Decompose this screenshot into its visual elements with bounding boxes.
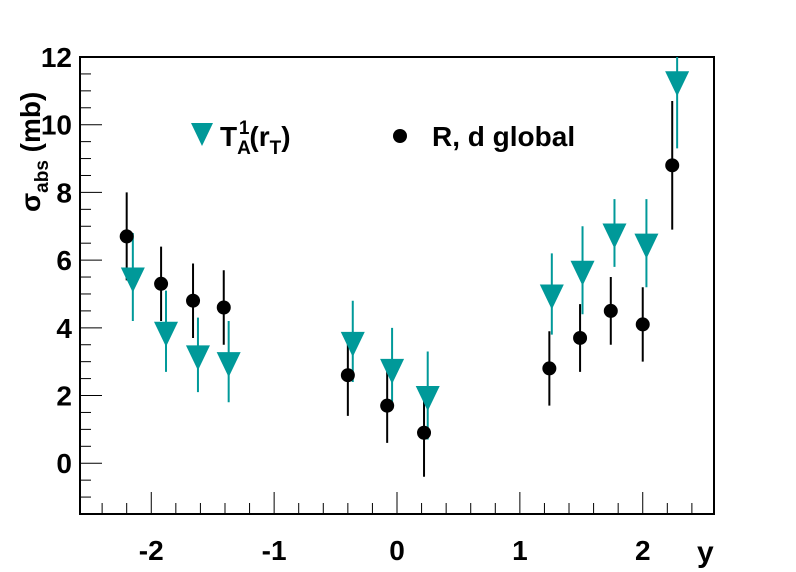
data-point-circle <box>380 398 395 413</box>
data-point-triangle <box>570 260 595 286</box>
data-point-circle <box>417 425 432 440</box>
legend-label-r-d-global: R, d global <box>432 121 575 152</box>
data-point-circle <box>542 361 557 376</box>
data-point-circle <box>340 368 355 383</box>
data-point-triangle <box>415 386 440 412</box>
data-point-circle <box>573 330 588 345</box>
data-point-triangle <box>185 345 210 371</box>
x-axis-label: y <box>697 536 714 569</box>
x-tick-label: 0 <box>389 535 405 566</box>
y-tick-label: 2 <box>56 381 72 412</box>
legend: TA1(rT) R, d global <box>191 118 575 159</box>
data-point-triangle <box>539 284 564 310</box>
legend-marker-triangle <box>191 123 213 146</box>
plot-frame <box>79 56 715 515</box>
data-point-triangle <box>665 71 690 97</box>
data-marks <box>119 71 690 440</box>
x-tick-label: -2 <box>139 535 164 566</box>
data-point-circle <box>119 229 134 244</box>
data-point-triangle <box>120 267 145 293</box>
data-point-circle <box>186 293 201 308</box>
data-point-triangle <box>340 331 365 357</box>
y-tick-label: 10 <box>41 110 72 141</box>
legend-label-ta: TA1(rT) <box>220 118 291 159</box>
data-point-triangle <box>380 358 405 384</box>
axis-ticks <box>80 56 693 515</box>
data-point-triangle <box>602 223 627 249</box>
y-tick-label: 12 <box>41 42 72 73</box>
y-tick-label: 0 <box>56 448 72 479</box>
error-bars <box>125 57 679 477</box>
x-tick-label: -1 <box>262 535 287 566</box>
data-point-triangle <box>154 321 179 347</box>
y-tick-label: 6 <box>56 245 72 276</box>
x-tick-label: 1 <box>512 535 528 566</box>
data-point-circle <box>216 300 231 315</box>
y-tick-label: 8 <box>56 177 72 208</box>
y-tick-label: 4 <box>56 313 72 344</box>
legend-marker-circle <box>393 129 407 143</box>
data-point-circle <box>603 303 618 318</box>
data-point-circle <box>154 276 169 291</box>
data-point-circle <box>635 317 650 332</box>
x-tick-label: 2 <box>635 535 651 566</box>
y-axis-label: σabs (mb) <box>15 92 53 212</box>
data-point-triangle <box>216 352 241 378</box>
data-point-triangle <box>634 233 659 259</box>
data-point-circle <box>665 158 680 173</box>
